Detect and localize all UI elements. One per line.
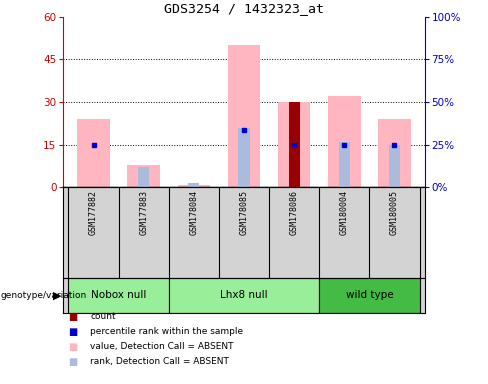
Bar: [319, 278, 420, 313]
Text: GSM180005: GSM180005: [390, 190, 399, 235]
Text: genotype/variation: genotype/variation: [1, 291, 87, 300]
Text: GSM178084: GSM178084: [189, 190, 198, 235]
Title: GDS3254 / 1432323_at: GDS3254 / 1432323_at: [164, 2, 324, 15]
Bar: [127, 165, 160, 187]
Text: ▶: ▶: [53, 290, 62, 300]
Text: Lhx8 null: Lhx8 null: [220, 290, 268, 300]
Text: GSM178086: GSM178086: [290, 190, 299, 235]
Bar: [138, 167, 149, 187]
Text: value, Detection Call = ABSENT: value, Detection Call = ABSENT: [90, 342, 234, 351]
Bar: [228, 45, 260, 187]
Bar: [239, 127, 249, 187]
Bar: [339, 142, 350, 187]
Text: wild type: wild type: [346, 290, 393, 300]
Text: GSM177883: GSM177883: [139, 190, 148, 235]
Bar: [378, 119, 411, 187]
Text: count: count: [90, 312, 116, 321]
Bar: [278, 102, 310, 187]
Bar: [169, 278, 319, 313]
Text: ■: ■: [68, 357, 78, 367]
Bar: [68, 278, 169, 313]
Text: ■: ■: [68, 327, 78, 337]
Text: Nobox null: Nobox null: [91, 290, 146, 300]
Text: GSM180004: GSM180004: [340, 190, 349, 235]
Text: GSM177882: GSM177882: [89, 190, 98, 235]
Bar: [328, 96, 361, 187]
Bar: [77, 119, 110, 187]
Text: GSM178085: GSM178085: [240, 190, 248, 235]
Text: percentile rank within the sample: percentile rank within the sample: [90, 327, 244, 336]
Bar: [288, 102, 300, 187]
Text: rank, Detection Call = ABSENT: rank, Detection Call = ABSENT: [90, 357, 229, 366]
Bar: [389, 145, 400, 187]
Bar: [178, 185, 210, 187]
Text: ■: ■: [68, 342, 78, 352]
Text: ■: ■: [68, 312, 78, 322]
Bar: [188, 183, 200, 187]
